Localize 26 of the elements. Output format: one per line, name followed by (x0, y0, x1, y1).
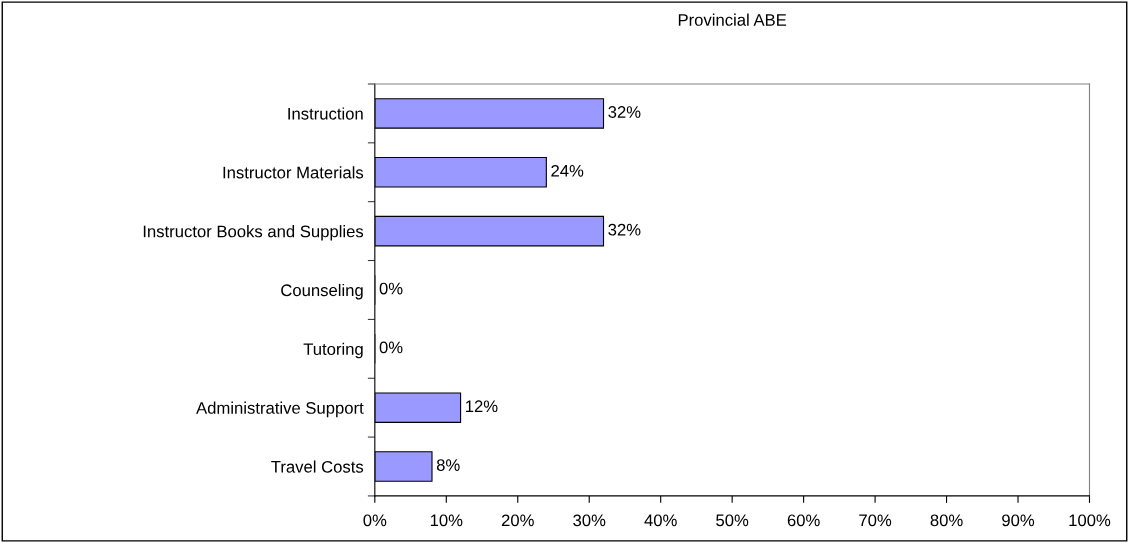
data-label: 12% (466, 400, 498, 413)
x-tick-label: 10% (430, 514, 463, 527)
y-tick-label: Travel Costs (271, 460, 364, 473)
x-tick-label: 100% (1069, 514, 1111, 527)
y-tick-label: Instruction (288, 107, 363, 120)
x-tick-label: 30% (573, 514, 606, 527)
chart-title: Provincial ABE (678, 13, 787, 26)
data-label: 32% (608, 106, 641, 118)
x-tick-label: 40% (644, 514, 677, 527)
data-label: 8% (436, 459, 460, 471)
x-tick-label: 80% (930, 514, 963, 527)
x-tick-label: 20% (501, 514, 534, 527)
x-tick-label: 50% (716, 514, 749, 527)
x-tick-label: 70% (859, 514, 892, 527)
y-tick-label: Instructor Materials (223, 166, 364, 179)
y-tick-label: Administrative Support (196, 401, 364, 418)
x-tick-label: 0% (363, 514, 387, 527)
data-label: 32% (608, 223, 641, 236)
y-tick-label: Instructor Books and Supplies (143, 225, 364, 241)
data-label: 24% (551, 164, 584, 177)
data-label: 0% (379, 341, 403, 354)
y-tick-label: Tutoring (303, 342, 363, 359)
x-tick-label: 60% (787, 514, 820, 527)
data-label: 0% (379, 282, 403, 295)
y-tick-label: Counseling (281, 283, 363, 300)
x-tick-label: 90% (1002, 514, 1035, 527)
